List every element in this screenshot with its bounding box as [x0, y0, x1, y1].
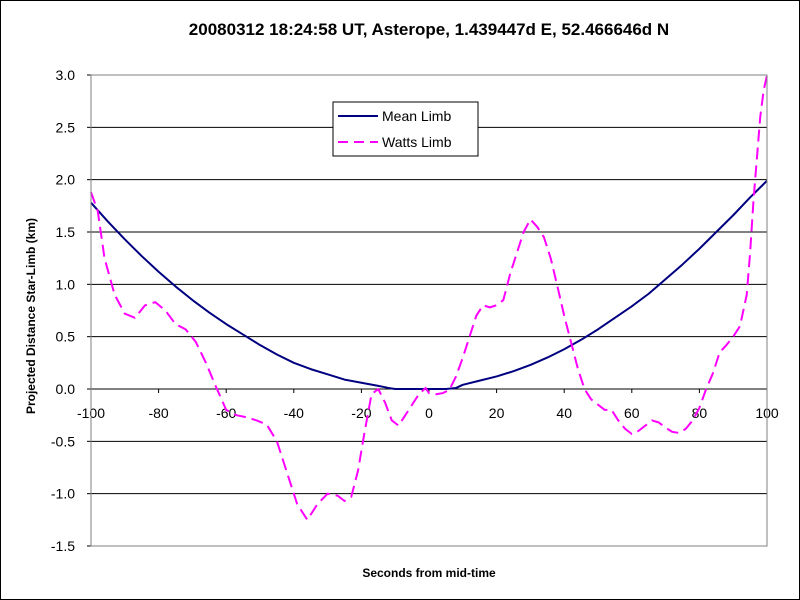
y-tick-label: 2.0: [56, 172, 76, 188]
series-line-mean-limb: [90, 179, 768, 390]
x-axis-title: Seconds from mid-time: [362, 566, 496, 580]
x-tick-label: 40: [556, 405, 572, 421]
legend-watts-limb-label: Watts Limb: [382, 134, 452, 150]
legend-mean-limb-label: Mean Limb: [382, 108, 451, 124]
y-tick-label: 1.0: [56, 276, 76, 292]
y-tick-labels: 3.0 2.5 2.0 1.5 1.0 0.5 0.0 -0.5 -1.0 -1.5: [51, 67, 75, 554]
y-tick-label: 2.5: [56, 119, 76, 135]
x-tick-label: -80: [148, 405, 168, 421]
y-tick-label: 1.5: [56, 224, 76, 240]
plot-area-border: [90, 74, 768, 547]
x-tick-label: -60: [216, 405, 236, 421]
legend-box: [332, 101, 479, 157]
y-tick-label: 0.0: [56, 381, 76, 397]
y-tick-label: 3.0: [56, 67, 76, 83]
x-tick-label: 0: [425, 405, 433, 421]
y-axis-title: Projected Distance Star-Limb (km): [24, 218, 38, 414]
x-tick-label: -40: [284, 405, 304, 421]
series-group: [90, 74, 768, 521]
y-tick-label: -0.5: [51, 433, 75, 449]
x-tick-label: 60: [624, 405, 640, 421]
legend: Mean Limb Watts Limb: [332, 101, 479, 157]
y-tick-label: -1.5: [51, 538, 75, 554]
y-tick-label: -1.0: [51, 486, 75, 502]
chart-title: 20080312 18:24:58 UT, Asterope, 1.439447…: [189, 20, 669, 39]
x-tick-label: 20: [489, 405, 505, 421]
series-line-watts-limb: [90, 74, 768, 521]
y-tick-label: 0.5: [56, 329, 76, 345]
x-tick-label: 80: [692, 405, 708, 421]
x-tick-labels: -100 -80 -60 -40 -20 0 20 40 60 80 100: [77, 389, 779, 421]
